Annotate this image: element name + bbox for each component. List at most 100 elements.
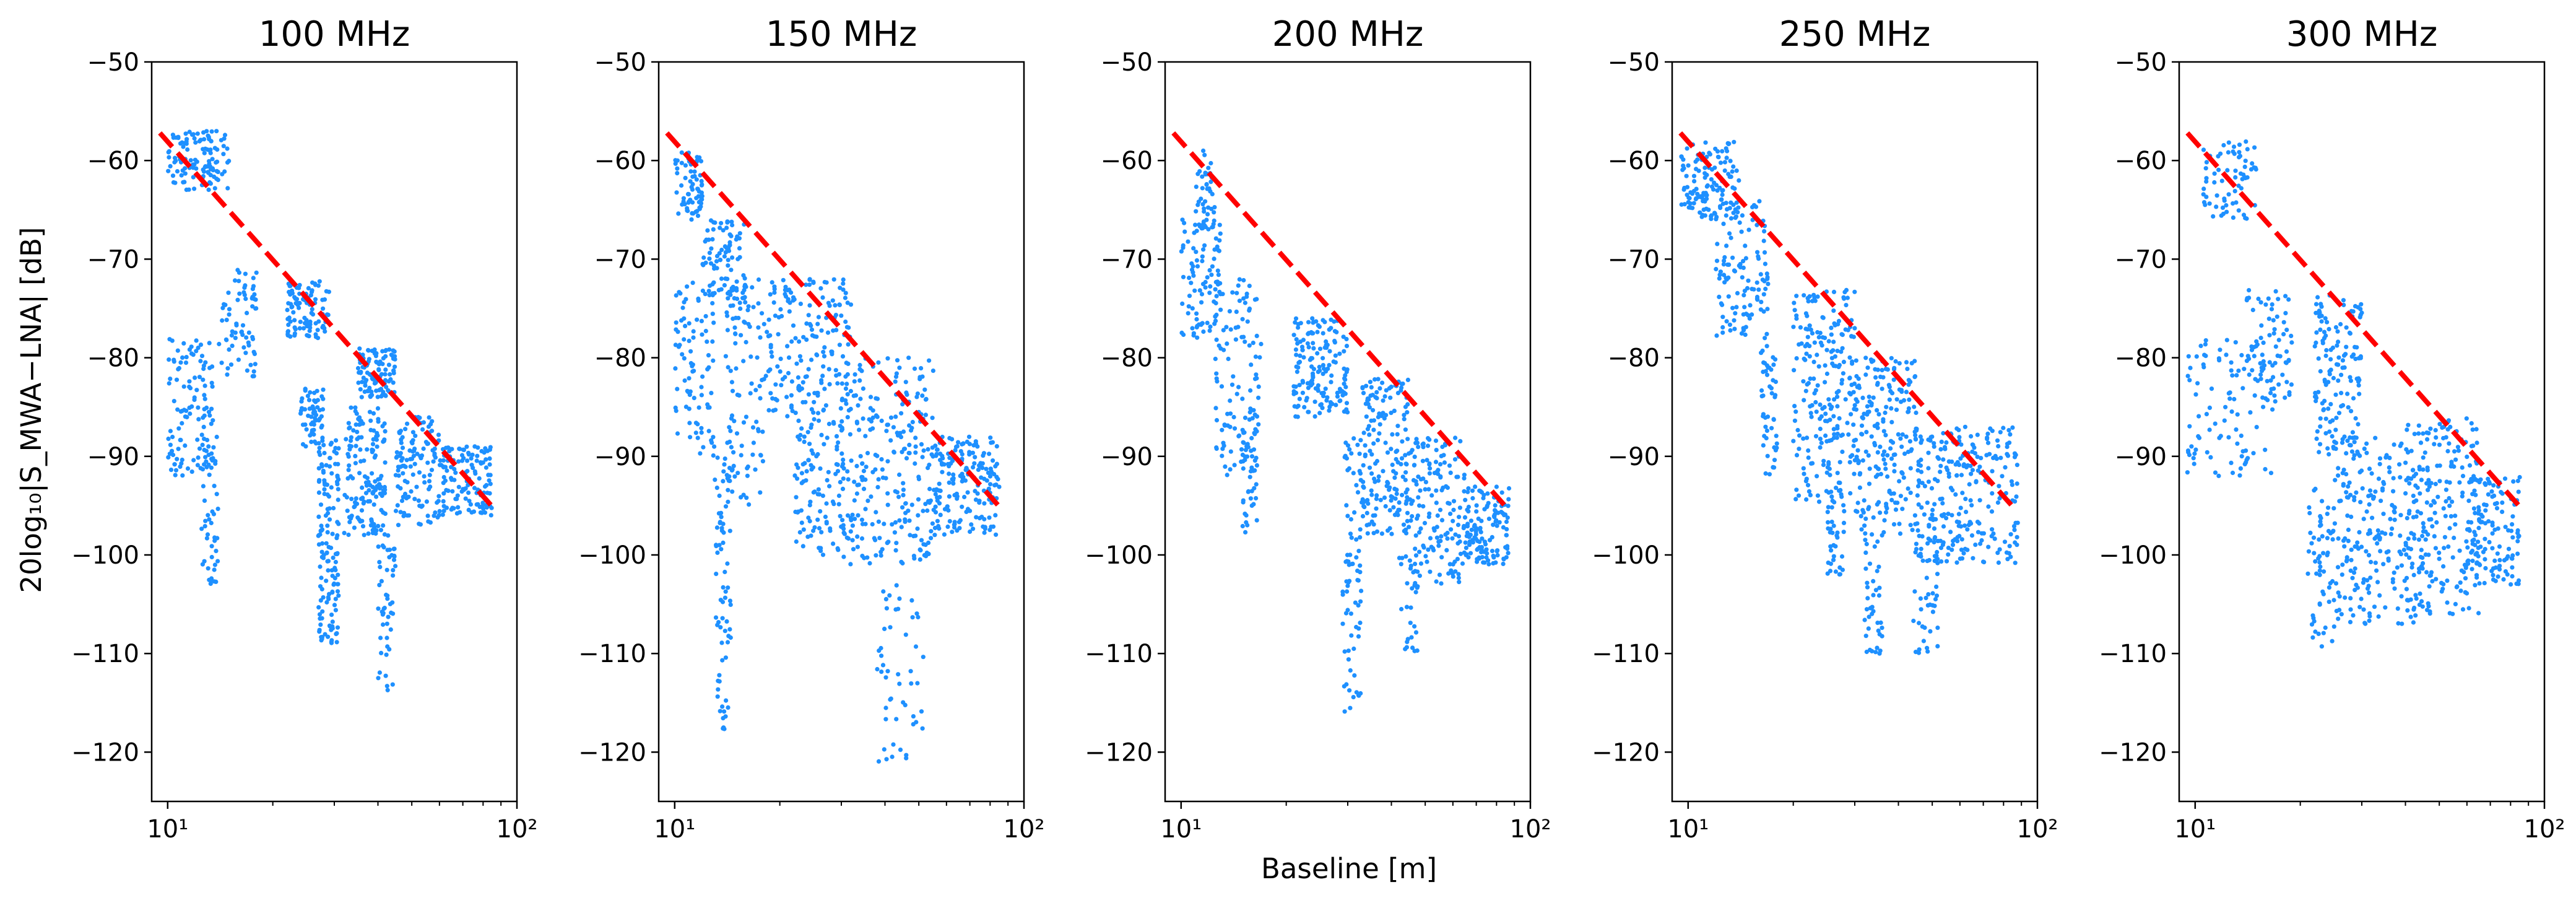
- data-point: [366, 348, 371, 353]
- data-point: [1681, 157, 1686, 162]
- data-point: [933, 443, 938, 448]
- data-point: [867, 561, 872, 566]
- data-point: [890, 522, 895, 527]
- data-point: [848, 432, 852, 437]
- data-point: [688, 435, 693, 440]
- data-point: [305, 393, 310, 398]
- data-point: [1371, 513, 1376, 518]
- data-point: [360, 352, 365, 357]
- data-point: [721, 228, 726, 233]
- data-point: [226, 290, 231, 295]
- data-point: [826, 367, 831, 372]
- data-point: [919, 538, 924, 543]
- data-point: [2318, 369, 2323, 374]
- data-point: [2318, 416, 2323, 421]
- data-point: [2226, 435, 2231, 440]
- data-point: [714, 572, 719, 577]
- data-point: [243, 296, 248, 302]
- data-point: [1803, 326, 1808, 331]
- data-point: [1696, 168, 1701, 173]
- data-point: [1423, 487, 1428, 492]
- data-point: [850, 523, 855, 528]
- data-point: [2270, 302, 2275, 307]
- data-point: [1823, 363, 1828, 368]
- data-point: [961, 474, 966, 480]
- data-point: [349, 497, 354, 502]
- data-point: [835, 546, 840, 551]
- data-point: [1906, 406, 1911, 411]
- data-point: [2216, 473, 2221, 479]
- data-point: [1216, 273, 1221, 277]
- data-point: [395, 503, 400, 508]
- data-point: [2268, 378, 2273, 383]
- data-point: [931, 507, 936, 512]
- data-point: [693, 430, 698, 435]
- data-point: [1862, 411, 1867, 416]
- data-point: [722, 709, 727, 714]
- data-point: [333, 551, 339, 557]
- data-point: [739, 333, 744, 338]
- data-point: [1720, 330, 1725, 335]
- data-point: [206, 409, 212, 414]
- data-point: [728, 602, 733, 608]
- data-point: [1306, 345, 1311, 350]
- data-point: [789, 405, 794, 410]
- data-point: [683, 323, 688, 329]
- data-point: [1940, 501, 1945, 506]
- data-point: [836, 502, 841, 507]
- data-point: [372, 455, 377, 460]
- data-point: [455, 493, 460, 498]
- data-point: [1364, 414, 1369, 419]
- data-point: [1823, 433, 1828, 438]
- data-point: [357, 517, 362, 522]
- data-point: [982, 501, 987, 506]
- data-point: [720, 616, 725, 621]
- data-point: [205, 532, 210, 537]
- data-point: [1818, 402, 1823, 408]
- data-point: [822, 442, 826, 447]
- data-point: [1503, 545, 1508, 550]
- data-point: [1476, 517, 1481, 521]
- data-point: [721, 469, 726, 474]
- data-point: [1865, 596, 1870, 601]
- data-point: [952, 520, 957, 525]
- data-point: [1899, 444, 1904, 449]
- data-point: [331, 505, 336, 511]
- data-point: [700, 182, 705, 187]
- data-point: [1961, 551, 1966, 556]
- data-point: [384, 592, 389, 598]
- data-point: [195, 463, 200, 468]
- data-point: [324, 578, 329, 583]
- data-point: [1887, 397, 1892, 402]
- data-point: [763, 373, 768, 378]
- data-point: [896, 494, 901, 499]
- data-point: [1985, 440, 1991, 445]
- data-point: [870, 415, 875, 421]
- data-point: [1482, 539, 1487, 544]
- data-point: [2239, 186, 2244, 191]
- data-point: [1904, 434, 1909, 439]
- data-point: [1205, 212, 1210, 217]
- data-point: [2008, 554, 2013, 559]
- data-point: [1180, 217, 1185, 222]
- data-point: [1346, 657, 1351, 662]
- data-point: [1421, 445, 1426, 450]
- data-point: [1397, 556, 1402, 561]
- data-point: [1847, 355, 1852, 360]
- data-point: [2242, 461, 2247, 467]
- data-point: [1958, 456, 1963, 461]
- data-point: [437, 463, 443, 468]
- data-point: [209, 421, 214, 426]
- data-point: [1959, 473, 1964, 478]
- data-point: [1722, 160, 1727, 165]
- data-point: [1801, 436, 1806, 441]
- data-point: [1410, 586, 1415, 591]
- data-point: [802, 434, 807, 439]
- data-point: [2260, 369, 2265, 373]
- data-point: [292, 331, 297, 336]
- data-point: [699, 318, 704, 324]
- data-point: [1228, 467, 1233, 472]
- data-point: [1374, 396, 1379, 401]
- data-point: [1918, 596, 1923, 601]
- data-point: [1944, 440, 1949, 445]
